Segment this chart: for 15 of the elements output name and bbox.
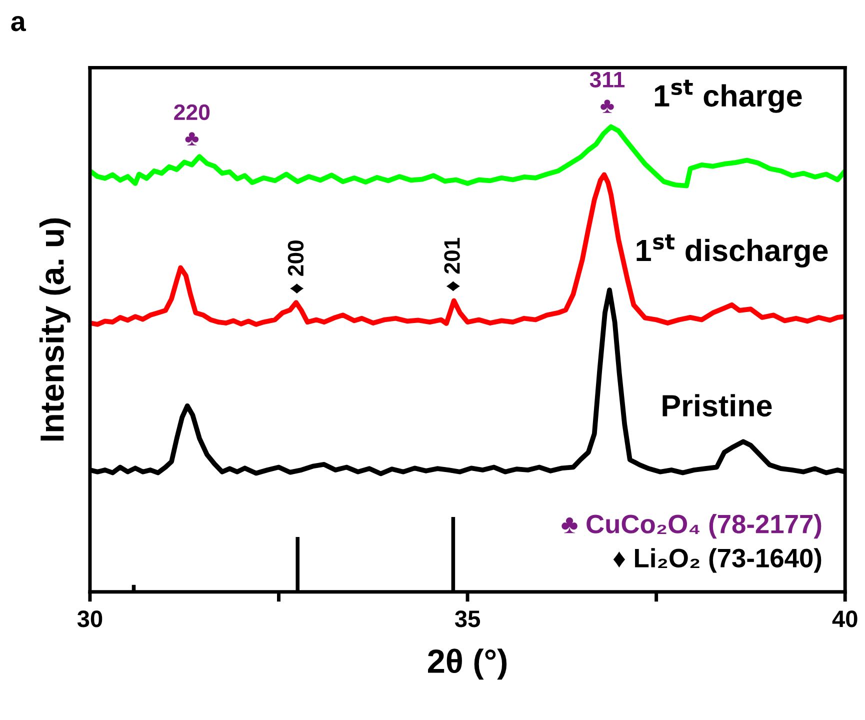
- series-label: Pristine: [662, 394, 772, 417]
- annotation: ♣ CuCo₂O₄ (78-2177): [562, 514, 822, 539]
- x-tick-label: 35: [454, 610, 480, 628]
- series-label: 1$^{st}$ charge: [654, 80, 802, 113]
- series-label: 1$^{st}$ discharge: [636, 234, 828, 268]
- annotation: ♦ 201: [444, 238, 460, 292]
- annotation: ♦ Li₂O₂ (73-1640): [613, 548, 822, 573]
- x-axis-title: 2θ (°): [428, 648, 507, 680]
- x-tick-label: 30: [77, 610, 102, 628]
- annotation: ♦ 200: [288, 240, 304, 294]
- y-axis-title: Intensity (a. u): [39, 218, 71, 440]
- x-tick-label: 40: [832, 610, 858, 628]
- text: a: [11, 16, 26, 32]
- text: 311 ♣: [590, 72, 625, 113]
- annotation: 220 ♣: [174, 104, 210, 146]
